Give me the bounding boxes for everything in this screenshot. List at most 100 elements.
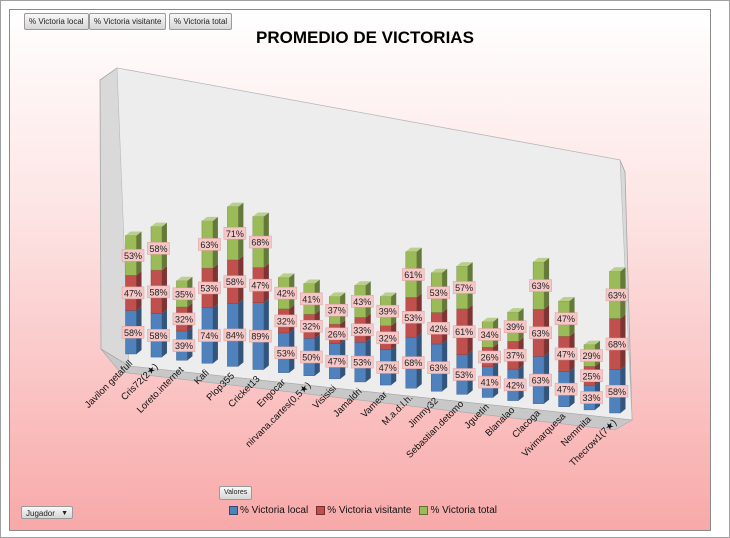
svg-text:25%: 25% xyxy=(583,371,601,381)
data-label: 37% xyxy=(325,303,349,317)
svg-text:39%: 39% xyxy=(379,307,397,317)
data-label: 26% xyxy=(325,327,349,341)
bar-segment-top xyxy=(201,216,218,221)
bar-segment-top xyxy=(278,273,295,278)
svg-text:32%: 32% xyxy=(277,316,295,326)
data-label: 29% xyxy=(580,349,603,362)
data-label: 53% xyxy=(121,249,145,262)
svg-text:68%: 68% xyxy=(251,238,269,248)
data-label: 50% xyxy=(300,350,323,364)
data-label: 61% xyxy=(401,268,425,281)
back-wall-face xyxy=(116,67,633,421)
svg-text:53%: 53% xyxy=(200,283,218,293)
svg-text:47%: 47% xyxy=(328,357,346,367)
field-button-victoria-visitante[interactable]: % Victoria visitante xyxy=(89,13,167,30)
bar-segment-top xyxy=(125,231,142,236)
svg-text:42%: 42% xyxy=(506,380,524,390)
data-label: 42% xyxy=(427,322,450,335)
jugador-dropdown[interactable]: Jugador ▼ xyxy=(21,506,73,519)
svg-text:26%: 26% xyxy=(328,329,346,339)
data-label: 32% xyxy=(274,314,298,328)
svg-text:39%: 39% xyxy=(175,341,193,351)
svg-text:53%: 53% xyxy=(277,348,295,358)
legend-item-local: % Victoria local xyxy=(229,505,308,516)
data-label: 63% xyxy=(427,361,450,374)
legend-swatch-total xyxy=(419,505,429,515)
data-label: 47% xyxy=(554,312,578,325)
data-label: 58% xyxy=(147,242,170,255)
svg-text:42%: 42% xyxy=(430,324,448,334)
svg-text:43%: 43% xyxy=(353,297,371,307)
data-label: 71% xyxy=(223,227,247,240)
data-label: 26% xyxy=(478,350,501,364)
svg-text:41%: 41% xyxy=(302,294,320,304)
svg-text:61%: 61% xyxy=(404,270,422,280)
chart-legend: % Victoria local % Victoria visitante % … xyxy=(229,503,497,517)
svg-text:53%: 53% xyxy=(124,251,142,261)
svg-text:47%: 47% xyxy=(379,363,397,373)
data-label: 33% xyxy=(580,391,603,404)
data-label: 39% xyxy=(172,339,196,352)
data-label: 84% xyxy=(223,328,247,342)
bar-segment-top xyxy=(558,297,575,302)
data-label: 41% xyxy=(478,375,501,389)
svg-text:41%: 41% xyxy=(481,378,499,388)
data-label: 53% xyxy=(401,311,425,324)
svg-text:63%: 63% xyxy=(532,376,550,386)
svg-text:63%: 63% xyxy=(200,240,218,250)
svg-text:47%: 47% xyxy=(251,281,269,291)
svg-text:34%: 34% xyxy=(481,330,499,340)
data-label: 68% xyxy=(401,356,425,369)
data-label: 32% xyxy=(376,331,399,345)
data-label: 63% xyxy=(198,238,221,251)
svg-text:68%: 68% xyxy=(608,340,626,350)
data-label: 63% xyxy=(529,326,552,340)
field-button-victoria-local[interactable]: % Victoria local xyxy=(24,13,89,30)
svg-text:58%: 58% xyxy=(149,331,167,341)
data-label: 25% xyxy=(580,369,603,383)
svg-text:37%: 37% xyxy=(328,306,346,316)
legend-swatch-visitante xyxy=(316,505,326,515)
data-label: 42% xyxy=(503,378,527,392)
svg-text:32%: 32% xyxy=(302,322,320,332)
svg-text:58%: 58% xyxy=(149,287,167,297)
bar-segment-top xyxy=(482,317,499,322)
svg-text:57%: 57% xyxy=(455,283,473,293)
field-button-victoria-total[interactable]: % Victoria total xyxy=(169,13,233,30)
data-label: 53% xyxy=(452,368,476,381)
data-label: 63% xyxy=(529,279,552,292)
bar-segment-top xyxy=(329,292,346,297)
data-label: 47% xyxy=(121,286,145,300)
data-label: 53% xyxy=(198,281,221,295)
data-label: 53% xyxy=(274,346,298,360)
data-label: 42% xyxy=(274,286,298,300)
svg-text:58%: 58% xyxy=(608,387,626,397)
legend-label-local: % Victoria local xyxy=(240,504,309,516)
data-label: 63% xyxy=(529,373,552,387)
svg-text:47%: 47% xyxy=(557,349,575,359)
svg-text:50%: 50% xyxy=(302,352,320,362)
svg-text:68%: 68% xyxy=(404,358,422,368)
bar-segment-top xyxy=(431,268,448,273)
data-label: 74% xyxy=(198,329,221,342)
svg-text:35%: 35% xyxy=(175,289,193,299)
svg-text:63%: 63% xyxy=(608,290,626,300)
svg-text:53%: 53% xyxy=(455,370,473,380)
svg-text:26%: 26% xyxy=(481,352,499,362)
svg-text:58%: 58% xyxy=(149,244,167,254)
bar-segment-top xyxy=(405,247,422,252)
valores-field-button[interactable]: Valores xyxy=(219,486,253,500)
svg-text:58%: 58% xyxy=(124,328,142,338)
jugador-label: Jugador xyxy=(26,509,55,518)
svg-text:42%: 42% xyxy=(277,289,295,299)
bar-segment-top xyxy=(354,281,371,286)
chart-title: PROMEDIO DE VICTORIAS xyxy=(256,28,474,47)
data-label: 33% xyxy=(351,323,374,337)
floor xyxy=(100,348,633,431)
data-label: 39% xyxy=(503,320,527,333)
bar-segment-top xyxy=(150,222,167,227)
data-label: 47% xyxy=(325,354,349,368)
svg-text:32%: 32% xyxy=(175,314,193,324)
data-label: 43% xyxy=(351,295,374,308)
